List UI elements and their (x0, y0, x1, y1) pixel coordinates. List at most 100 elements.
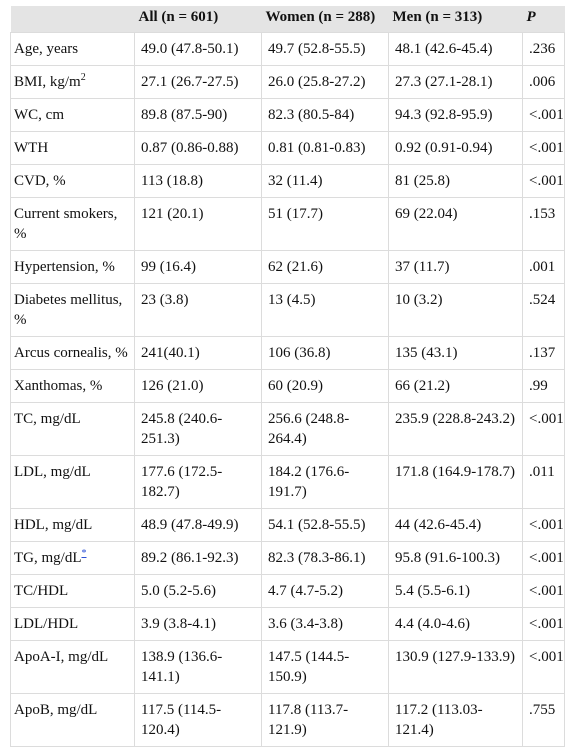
row-label-text: ApoB, mg/dL (14, 702, 98, 718)
cell-women: 256.6 (248.8-264.4) (261, 402, 389, 456)
cell-p-value: .236 (522, 32, 565, 66)
row-label-text: Hypertension, % (14, 259, 115, 275)
cell-all: 113 (18.8) (134, 164, 262, 198)
row-label-text: BMI, kg/m (14, 74, 81, 90)
table-row: LDL/HDL 3.9 (3.8-4.1) 3.6 (3.4-3.8) 4.4 (4.… (10, 607, 565, 641)
row-label-text: LDL/HDL (14, 616, 79, 632)
row-label-text: Current smokers, % (14, 206, 118, 242)
table-row: Xanthomas, % 126 (21.0) 60 (20.9) 66 (21.2)… (10, 369, 565, 403)
cell-men: 135 (43.1) (388, 336, 523, 370)
table-row: Hypertension, % 99 (16.4) 62 (21.6) 37 (11.… (10, 250, 565, 284)
row-label: Age, years (10, 32, 135, 66)
cell-men: 4.4 (4.0-4.6) (388, 607, 523, 641)
cell-p-value: <.001 (522, 574, 565, 608)
cell-p-value: <.001 (522, 508, 565, 542)
cell-p-value: .153 (522, 197, 565, 251)
header-men: Men (n = 313) (388, 6, 523, 33)
cell-all: 3.9 (3.8-4.1) (134, 607, 262, 641)
cell-all: 5.0 (5.2-5.6) (134, 574, 262, 608)
table-header: All (n = 601) Women (n = 288) Men (n = 3… (10, 6, 565, 33)
row-label-text: CVD, % (14, 173, 66, 189)
cell-p-value: <.001 (522, 98, 565, 132)
cell-p-value: <.001 (522, 541, 565, 575)
row-label: WC, cm (10, 98, 135, 132)
cell-all: 126 (21.0) (134, 369, 262, 403)
row-label: HDL, mg/dL (10, 508, 135, 542)
row-label-text: WTH (14, 140, 49, 156)
cell-p-value: .006 (522, 65, 565, 99)
cell-all: 48.9 (47.8-49.9) (134, 508, 262, 542)
cell-men: 235.9 (228.8-243.2) (388, 402, 523, 456)
row-label-text: Diabetes mellitus, % (14, 292, 123, 328)
cell-women: 117.8 (113.7-121.9) (261, 693, 389, 747)
footnote-link[interactable]: * (81, 548, 87, 559)
table-row: TC/HDL 5.0 (5.2-5.6) 4.7 (4.7-5.2) 5.4 (5.5… (10, 574, 565, 608)
row-label: TG, mg/dL* (10, 541, 135, 575)
row-label: BMI, kg/m2 (10, 65, 135, 99)
header-variable (10, 6, 135, 33)
cell-men: 81 (25.8) (388, 164, 523, 198)
cell-p-value: <.001 (522, 402, 565, 456)
cell-p-value: <.001 (522, 640, 565, 694)
table-row: CVD, % 113 (18.8) 32 (11.4) 81 (25.8) <.001 (10, 164, 565, 198)
cell-all: 117.5 (114.5-120.4) (134, 693, 262, 747)
cell-all: 121 (20.1) (134, 197, 262, 251)
table-row: TG, mg/dL* 89.2 (86.1-92.3) 82.3 (78.3-86.… (10, 541, 565, 575)
cell-p-value: <.001 (522, 164, 565, 198)
cell-all: 89.2 (86.1-92.3) (134, 541, 262, 575)
cell-all: 177.6 (172.5-182.7) (134, 455, 262, 509)
row-label-text: ApoA-I, mg/dL (14, 649, 109, 665)
cell-p-value: .137 (522, 336, 565, 370)
cell-men: 117.2 (113.03-121.4) (388, 693, 523, 747)
characteristics-table: All (n = 601) Women (n = 288) Men (n = 3… (10, 6, 565, 747)
cell-women: 60 (20.9) (261, 369, 389, 403)
cell-all: 0.87 (0.86-0.88) (134, 131, 262, 165)
header-women: Women (n = 288) (261, 6, 389, 33)
cell-all: 241(40.1) (134, 336, 262, 370)
cell-men: 66 (21.2) (388, 369, 523, 403)
row-label: CVD, % (10, 164, 135, 198)
cell-p-value: <.001 (522, 131, 565, 165)
cell-women: 54.1 (52.8-55.5) (261, 508, 389, 542)
table-row: BMI, kg/m2 27.1 (26.7-27.5) 26.0 (25.8-27.… (10, 65, 565, 99)
row-label-text: LDL, mg/dL (14, 464, 91, 480)
cell-women: 62 (21.6) (261, 250, 389, 284)
row-label-text: TC, mg/dL (14, 411, 81, 427)
table-row: HDL, mg/dL 48.9 (47.8-49.9) 54.1 (52.8-55.… (10, 508, 565, 542)
cell-p-value: <.001 (522, 607, 565, 641)
header-row: All (n = 601) Women (n = 288) Men (n = 3… (10, 6, 565, 33)
row-label-text: Xanthomas, % (14, 378, 103, 394)
cell-women: 147.5 (144.5-150.9) (261, 640, 389, 694)
cell-p-value: .011 (522, 455, 565, 509)
cell-p-value: .755 (522, 693, 565, 747)
table-body: Age, years 49.0 (47.8-50.1) 49.7 (52.8-55.… (10, 32, 565, 747)
table-row: WC, cm 89.8 (87.5-90) 82.3 (80.5-84) 94.3 (… (10, 98, 565, 132)
cell-women: 3.6 (3.4-3.8) (261, 607, 389, 641)
cell-men: 48.1 (42.6-45.4) (388, 32, 523, 66)
row-label: Diabetes mellitus, % (10, 283, 135, 337)
cell-women: 49.7 (52.8-55.5) (261, 32, 389, 66)
cell-men: 94.3 (92.8-95.9) (388, 98, 523, 132)
cell-all: 23 (3.8) (134, 283, 262, 337)
header-all: All (n = 601) (134, 6, 262, 33)
row-label: ApoA-I, mg/dL (10, 640, 135, 694)
cell-p-value: .001 (522, 250, 565, 284)
cell-men: 95.8 (91.6-100.3) (388, 541, 523, 575)
row-label: LDL/HDL (10, 607, 135, 641)
row-label: Xanthomas, % (10, 369, 135, 403)
table-row: WTH 0.87 (0.86-0.88) 0.81 (0.81-0.83) 0.92 … (10, 131, 565, 165)
row-label: ApoB, mg/dL (10, 693, 135, 747)
row-label: LDL, mg/dL (10, 455, 135, 509)
row-label-text: TG, mg/dL (14, 550, 82, 566)
table-row: ApoA-I, mg/dL 138.9 (136.6-141.1) 147.5 (1… (10, 640, 565, 694)
row-label-text: HDL, mg/dL (14, 517, 93, 533)
table-row: Arcus cornealis, % 241(40.1) 106 (36.8) 135… (10, 336, 565, 370)
cell-women: 106 (36.8) (261, 336, 389, 370)
cell-women: 4.7 (4.7-5.2) (261, 574, 389, 608)
row-label: TC/HDL (10, 574, 135, 608)
row-label: WTH (10, 131, 135, 165)
cell-p-value: .524 (522, 283, 565, 337)
cell-women: 0.81 (0.81-0.83) (261, 131, 389, 165)
cell-all: 89.8 (87.5-90) (134, 98, 262, 132)
table-row: TC, mg/dL 245.8 (240.6-251.3) 256.6 (248.8… (10, 402, 565, 456)
